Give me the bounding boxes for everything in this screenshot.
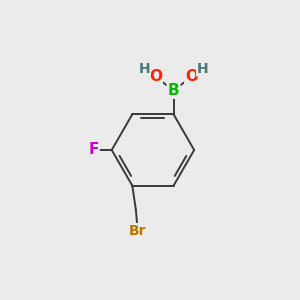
Text: B: B — [168, 83, 179, 98]
Text: Br: Br — [129, 224, 146, 238]
Text: F: F — [88, 142, 99, 158]
Text: O: O — [185, 69, 198, 84]
Text: H: H — [197, 62, 209, 76]
Text: O: O — [149, 69, 162, 84]
Text: H: H — [138, 62, 150, 76]
